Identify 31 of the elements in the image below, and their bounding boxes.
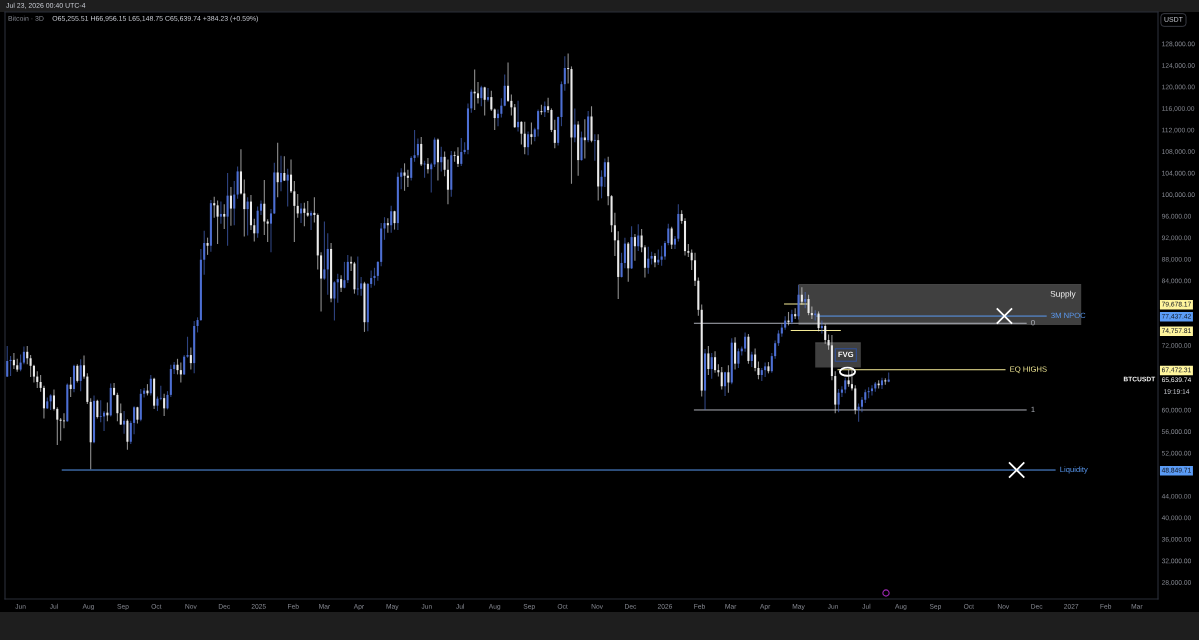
candlestick [764, 362, 767, 378]
candlestick [393, 210, 396, 231]
candlestick [860, 396, 863, 413]
candlestick [166, 390, 169, 410]
candlestick [383, 216, 386, 241]
candlestick [547, 97, 550, 114]
candlestick [12, 352, 15, 370]
candlestick [787, 311, 790, 326]
candlestick [186, 336, 189, 359]
point [1008, 461, 1026, 479]
candlestick [426, 157, 429, 175]
candlestick [406, 169, 409, 188]
candlestick [777, 329, 780, 347]
candlestick [600, 169, 603, 199]
candlestick [486, 87, 490, 102]
candlestick [176, 358, 179, 375]
candlestick [797, 284, 800, 321]
candlestick [62, 412, 66, 429]
candlestick [820, 320, 823, 335]
candlestick [373, 267, 376, 287]
candlestick [453, 150, 456, 163]
candlestick [800, 286, 803, 305]
candlestick [156, 395, 159, 412]
candlestick [870, 384, 874, 396]
candlestick [673, 235, 677, 250]
candlestick [810, 306, 813, 320]
candlestick [580, 130, 583, 162]
point [995, 307, 1013, 325]
candlestick [259, 199, 263, 216]
series-label: Supply [1050, 290, 1076, 299]
candlestick [767, 361, 770, 374]
